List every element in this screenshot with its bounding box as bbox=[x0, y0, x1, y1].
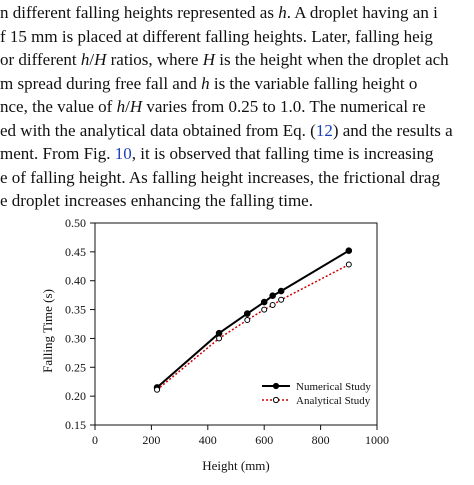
data-point-analytical bbox=[269, 301, 276, 308]
falling-time-chart: 0 200 400 600 800 1000 0.15 0.20 0.25 0.30 0.35 0.4… bbox=[40, 216, 389, 473]
series-line-analytical bbox=[156, 263, 350, 391]
paragraph-line: or different h/H ratios, where H is the … bbox=[0, 49, 449, 71]
math-symbol: h bbox=[278, 3, 287, 22]
x-tick-label: 1000 bbox=[365, 433, 389, 447]
data-point-analytical bbox=[216, 335, 223, 342]
paragraph-line: e of falling height. As falling height i… bbox=[0, 167, 440, 189]
y-tick-label: 0.30 bbox=[65, 331, 86, 345]
body-paragraph: n different falling heights represented … bbox=[0, 0, 474, 215]
data-point-numerical bbox=[269, 292, 276, 300]
text-span: e of falling height. As falling height i… bbox=[0, 167, 440, 187]
text-span: nce, the value of bbox=[0, 97, 117, 116]
data-point-analytical bbox=[261, 306, 268, 313]
math-symbol: H bbox=[129, 97, 143, 116]
paragraph-line: nce, the value of h/H varies from 0.25 t… bbox=[0, 96, 426, 118]
text-span: e droplet increases enhancing the fallin… bbox=[0, 191, 313, 210]
chart-axes bbox=[94, 222, 378, 426]
y-tick-label: 0.35 bbox=[65, 303, 86, 317]
text-span: ed with the analytical data obtained fro… bbox=[0, 120, 316, 140]
math-symbol: h bbox=[116, 97, 126, 116]
data-point-analytical bbox=[154, 386, 161, 393]
math-symbol: H bbox=[202, 50, 215, 69]
text-span: ratios, where bbox=[106, 50, 203, 69]
y-tick-label: 0.50 bbox=[65, 216, 86, 230]
y-tick-label: 0.25 bbox=[65, 360, 86, 374]
paragraph-line: m spread during free fall and h is the v… bbox=[0, 73, 417, 95]
data-point-numerical bbox=[277, 287, 285, 295]
legend-swatch-marker bbox=[272, 382, 280, 390]
x-axis-label: Height (mm) bbox=[202, 458, 270, 473]
paragraph-line: ment. From Fig. 10, it is observed that … bbox=[0, 143, 433, 165]
x-tick-label: 200 bbox=[142, 433, 160, 447]
reference-link[interactable]: 10 bbox=[114, 144, 132, 163]
y-tick-label: 0.15 bbox=[65, 418, 86, 432]
text-span: m spread during free fall and bbox=[0, 73, 202, 93]
paragraph-line: f 15 mm is placed at different falling h… bbox=[0, 26, 433, 48]
text-span: varies from 0.25 to 1.0. The numerical r… bbox=[142, 97, 426, 116]
data-point-numerical bbox=[243, 310, 251, 317]
x-tick-label: 400 bbox=[199, 433, 217, 447]
text-span: is the height when the droplet ach bbox=[214, 50, 449, 69]
data-point-numerical bbox=[345, 247, 353, 255]
paragraph-line: n different falling heights represented … bbox=[0, 2, 438, 24]
chart-series bbox=[153, 247, 353, 393]
text-span: . A droplet having an i bbox=[286, 3, 438, 22]
reference-link[interactable]: 12 bbox=[315, 120, 333, 140]
text-span: or different bbox=[0, 50, 81, 69]
legend-label: Numerical Study bbox=[296, 381, 371, 393]
text-span: , it is observed that falling time is in… bbox=[131, 144, 434, 163]
chart-legend: Numerical Study Analytical Study bbox=[262, 381, 371, 407]
data-point-analytical bbox=[244, 316, 251, 323]
y-tick-label: 0.20 bbox=[65, 389, 86, 403]
y-tick-label: 0.45 bbox=[65, 245, 86, 259]
legend-swatch-marker bbox=[272, 396, 280, 404]
text-span: f 15 mm is placed at different falling h… bbox=[0, 26, 433, 46]
data-point-numerical bbox=[215, 329, 223, 337]
y-axis-label: Falling Time (s) bbox=[40, 289, 55, 373]
text-span: n different falling heights represented … bbox=[0, 3, 279, 22]
x-tick-label: 600 bbox=[255, 433, 273, 447]
y-tick-label: 0.40 bbox=[65, 274, 86, 288]
math-symbol: H bbox=[94, 50, 107, 69]
x-tick-label: 0 bbox=[92, 433, 98, 447]
math-symbol: h bbox=[201, 73, 210, 93]
x-tick-label: 800 bbox=[312, 433, 330, 447]
data-point-analytical bbox=[278, 296, 285, 303]
paragraph-line: e droplet increases enhancing the fallin… bbox=[0, 190, 313, 212]
legend-label: Analytical Study bbox=[296, 395, 371, 407]
series-line-numerical bbox=[156, 249, 350, 389]
chart-ticks: 0 200 400 600 800 1000 0.15 0.20 0.25 0.30 0.35 0.4… bbox=[65, 216, 389, 447]
data-point-analytical bbox=[345, 261, 352, 268]
data-point-numerical bbox=[260, 298, 268, 306]
text-span: is the variable falling height o bbox=[209, 73, 418, 93]
text-span: ment. From Fig. bbox=[0, 144, 115, 163]
paragraph-line: ed with the analytical data obtained fro… bbox=[0, 120, 453, 142]
text-span: ) and the results a bbox=[332, 120, 453, 140]
text-span: / bbox=[89, 50, 95, 69]
text-span: / bbox=[125, 97, 130, 116]
plot-frame bbox=[94, 222, 378, 426]
math-symbol: h bbox=[80, 50, 90, 69]
